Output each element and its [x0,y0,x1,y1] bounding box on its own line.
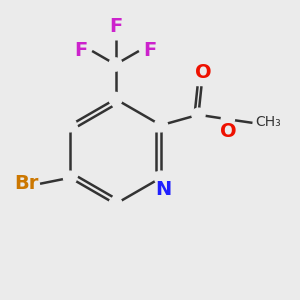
Circle shape [192,108,205,121]
Text: F: F [75,41,88,61]
Text: O: O [220,122,237,141]
Circle shape [109,197,122,211]
Text: F: F [109,17,122,36]
Circle shape [221,112,235,126]
Circle shape [109,92,122,106]
Text: Br: Br [14,174,38,193]
Text: O: O [195,63,211,82]
Text: N: N [155,180,172,199]
Circle shape [63,118,76,132]
Text: F: F [143,41,156,61]
Circle shape [109,58,122,71]
Circle shape [154,171,168,184]
Circle shape [154,118,168,132]
Circle shape [63,171,76,184]
Text: CH₃: CH₃ [255,115,280,129]
